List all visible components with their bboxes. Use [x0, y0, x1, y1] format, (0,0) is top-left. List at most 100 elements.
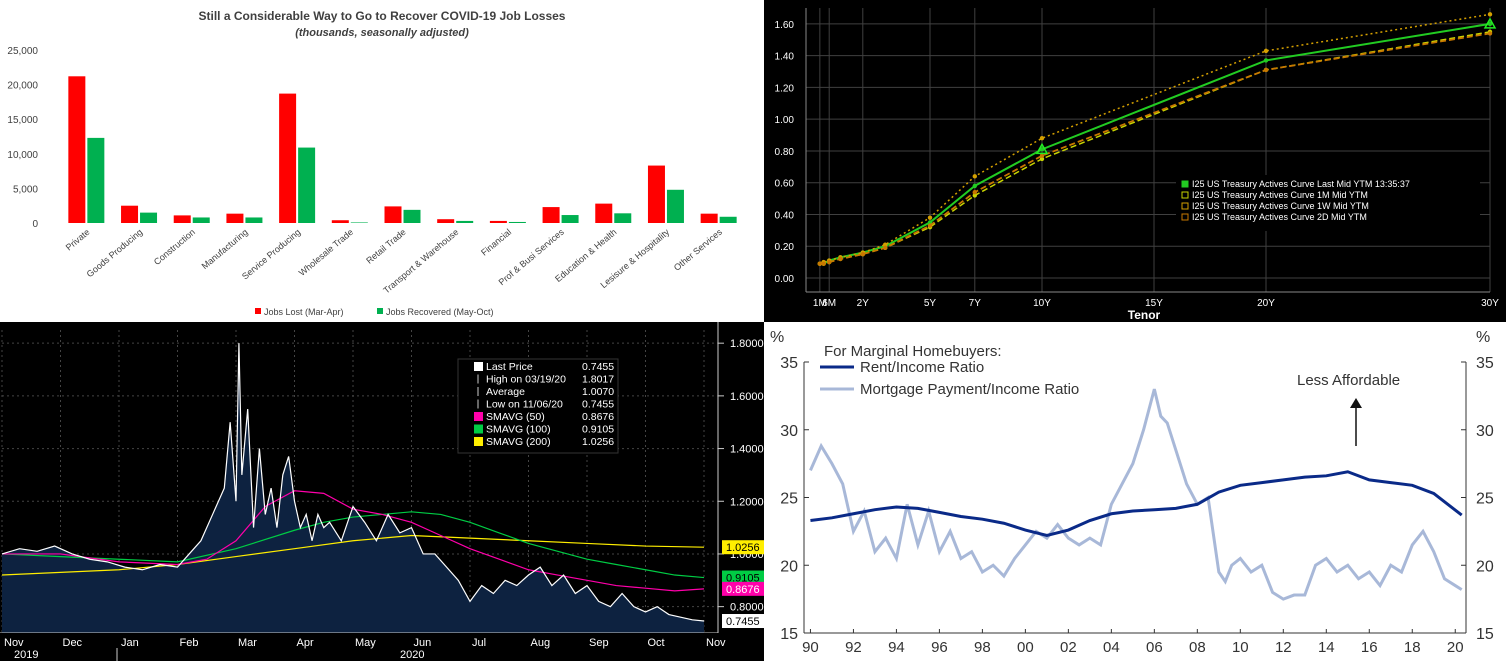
- price-tag-label: 0.8676: [726, 584, 760, 596]
- legend-swatch: [1181, 213, 1189, 221]
- series-point: [1263, 48, 1269, 54]
- bar-jobs-recovered: [719, 216, 737, 223]
- x-tick-label: Mar: [238, 637, 257, 649]
- x-tick-label: 18: [1404, 639, 1421, 656]
- y-tick-label: 5,000: [13, 184, 38, 195]
- bar-jobs-recovered: [614, 213, 632, 223]
- x-tick-label: Nov: [706, 637, 726, 649]
- x-tick-label: Dec: [63, 637, 83, 649]
- legend-swatch: [474, 437, 483, 446]
- price-tag-label: 0.7455: [726, 616, 760, 628]
- x-tick-label: 90: [802, 639, 819, 656]
- series-point: [927, 220, 933, 225]
- x-tick-label: 20: [1447, 639, 1464, 656]
- x-tick-label: 7Y: [969, 298, 982, 309]
- bar-jobs-lost: [331, 220, 349, 223]
- bar-jobs-recovered: [666, 189, 684, 223]
- series-point: [972, 183, 977, 189]
- y-tick-label-left: 20: [780, 558, 798, 575]
- series-point: [1039, 153, 1045, 158]
- chart-subtitle: (thousands, seasonally adjusted): [295, 27, 469, 39]
- x-tick-label: Construction: [152, 227, 197, 267]
- y-tick-label: 1.00: [775, 115, 795, 126]
- bar-jobs-recovered: [140, 212, 158, 223]
- legend-label: I25 US Treasury Actives Curve 1M Mid YTM: [1192, 190, 1368, 200]
- x-tick-label: Goods Producing: [85, 227, 145, 279]
- y-tick-label: 1.40: [775, 52, 795, 63]
- bar-jobs-recovered: [508, 221, 526, 223]
- x-tick-label: 06: [1146, 639, 1163, 656]
- legend-swatch: [377, 308, 383, 314]
- x-tick-label: Aug: [531, 637, 551, 649]
- x-tick-label: 6M: [822, 298, 836, 309]
- series-marker-triangle: [1035, 142, 1049, 155]
- price-tag: [722, 581, 764, 596]
- treasury-curve-panel: 0.00 0.20 0.40 0.60 0.80 1.00 1.20 1.40 1.60 1M 6…: [764, 0, 1506, 322]
- y-tick-label: 0.8000: [730, 602, 764, 614]
- x-axis-band: [0, 633, 764, 661]
- series-marker-triangle: [1483, 17, 1497, 29]
- x-tick-label: 14: [1318, 639, 1335, 656]
- series-point: [1263, 67, 1269, 73]
- legend-label: I25 US Treasury Actives Curve 2D Mid YTM: [1192, 212, 1367, 222]
- legend-label: Jobs Lost (Mar-Apr): [264, 307, 344, 317]
- sma-line: [1, 511, 705, 579]
- x-tick-label: Financial: [479, 227, 513, 258]
- y-tick-label-left: 15: [780, 626, 798, 643]
- series-point: [972, 190, 977, 195]
- legend-label: Average: [486, 386, 525, 398]
- series-point: [821, 261, 826, 266]
- y-tick-label: 1.8000: [730, 338, 764, 350]
- series-point: [972, 193, 977, 198]
- legend-value: 1.8017: [582, 374, 614, 386]
- bar-jobs-lost: [700, 213, 718, 223]
- x-tick-label: 10Y: [1033, 298, 1051, 309]
- y-tick-label: 1.4000: [730, 444, 764, 456]
- y-tick-label: 1.2000: [730, 496, 764, 508]
- x-tick-label: 98: [974, 639, 991, 656]
- y-tick-label-left: 25: [780, 491, 798, 508]
- series-point: [1487, 31, 1493, 36]
- y-tick-label-left: 30: [780, 423, 798, 440]
- y-tick-label: 1.6000: [730, 391, 764, 403]
- bar-jobs-lost: [542, 207, 560, 223]
- y-tick-label: 25,000: [7, 46, 38, 57]
- price-area-fill: [2, 343, 704, 633]
- y-tick-label: 0.60: [775, 179, 795, 190]
- series-point: [1039, 136, 1045, 141]
- y-axis-unit-left: %: [770, 329, 784, 346]
- legend-label: SMAVG (200): [486, 436, 551, 448]
- bar-jobs-recovered: [456, 220, 474, 223]
- y-tick-label-right: 30: [1476, 423, 1494, 440]
- price-tag: [722, 540, 764, 555]
- annotation-arrow-head: [1350, 398, 1362, 408]
- bar-jobs-lost: [595, 203, 613, 223]
- affordability-chart-panel: % % 15 15 20 20 25 25 30 30 35 35 90 92 94 96 98 00 02 04…: [764, 322, 1506, 661]
- x-tick-label: Sep: [589, 637, 609, 649]
- treasury-yield-curve-chart: 0.00 0.20 0.40 0.60 0.80 1.00 1.20 1.40 1.60 1M6…: [775, 8, 1499, 322]
- series-point: [972, 174, 977, 179]
- y-tick-label-left: 35: [780, 355, 798, 372]
- x-tick-label: 16: [1361, 639, 1378, 656]
- y-tick-label: 20,000: [7, 81, 38, 92]
- annotation-less-affordable: Less Affordable: [1297, 372, 1400, 389]
- legend-swatch: [474, 424, 483, 434]
- price-tag: [722, 570, 764, 585]
- x-tick-label: 94: [888, 639, 905, 656]
- series-point: [817, 261, 823, 266]
- x-tick-label: 5Y: [924, 298, 937, 309]
- legend-value: 1.0070: [582, 386, 614, 398]
- x-tick-label: Nov: [4, 637, 24, 649]
- legend-box: [1176, 175, 1480, 231]
- legend-value: 1.0256: [582, 436, 614, 448]
- y-tick-label-right: 15: [1476, 626, 1494, 643]
- bar-jobs-lost: [68, 76, 86, 224]
- x-tick-label: Retail Trade: [364, 227, 408, 266]
- legend-label: Last Price: [486, 361, 533, 373]
- mortgage-ratio-line: [809, 388, 1463, 601]
- bar-jobs-lost: [384, 206, 402, 223]
- y-tick-label: 1.20: [775, 83, 795, 94]
- x-tick-label: 08: [1189, 639, 1206, 656]
- bar-jobs-lost: [173, 215, 191, 223]
- legend-label: Mortgage Payment/Income Ratio: [860, 381, 1079, 398]
